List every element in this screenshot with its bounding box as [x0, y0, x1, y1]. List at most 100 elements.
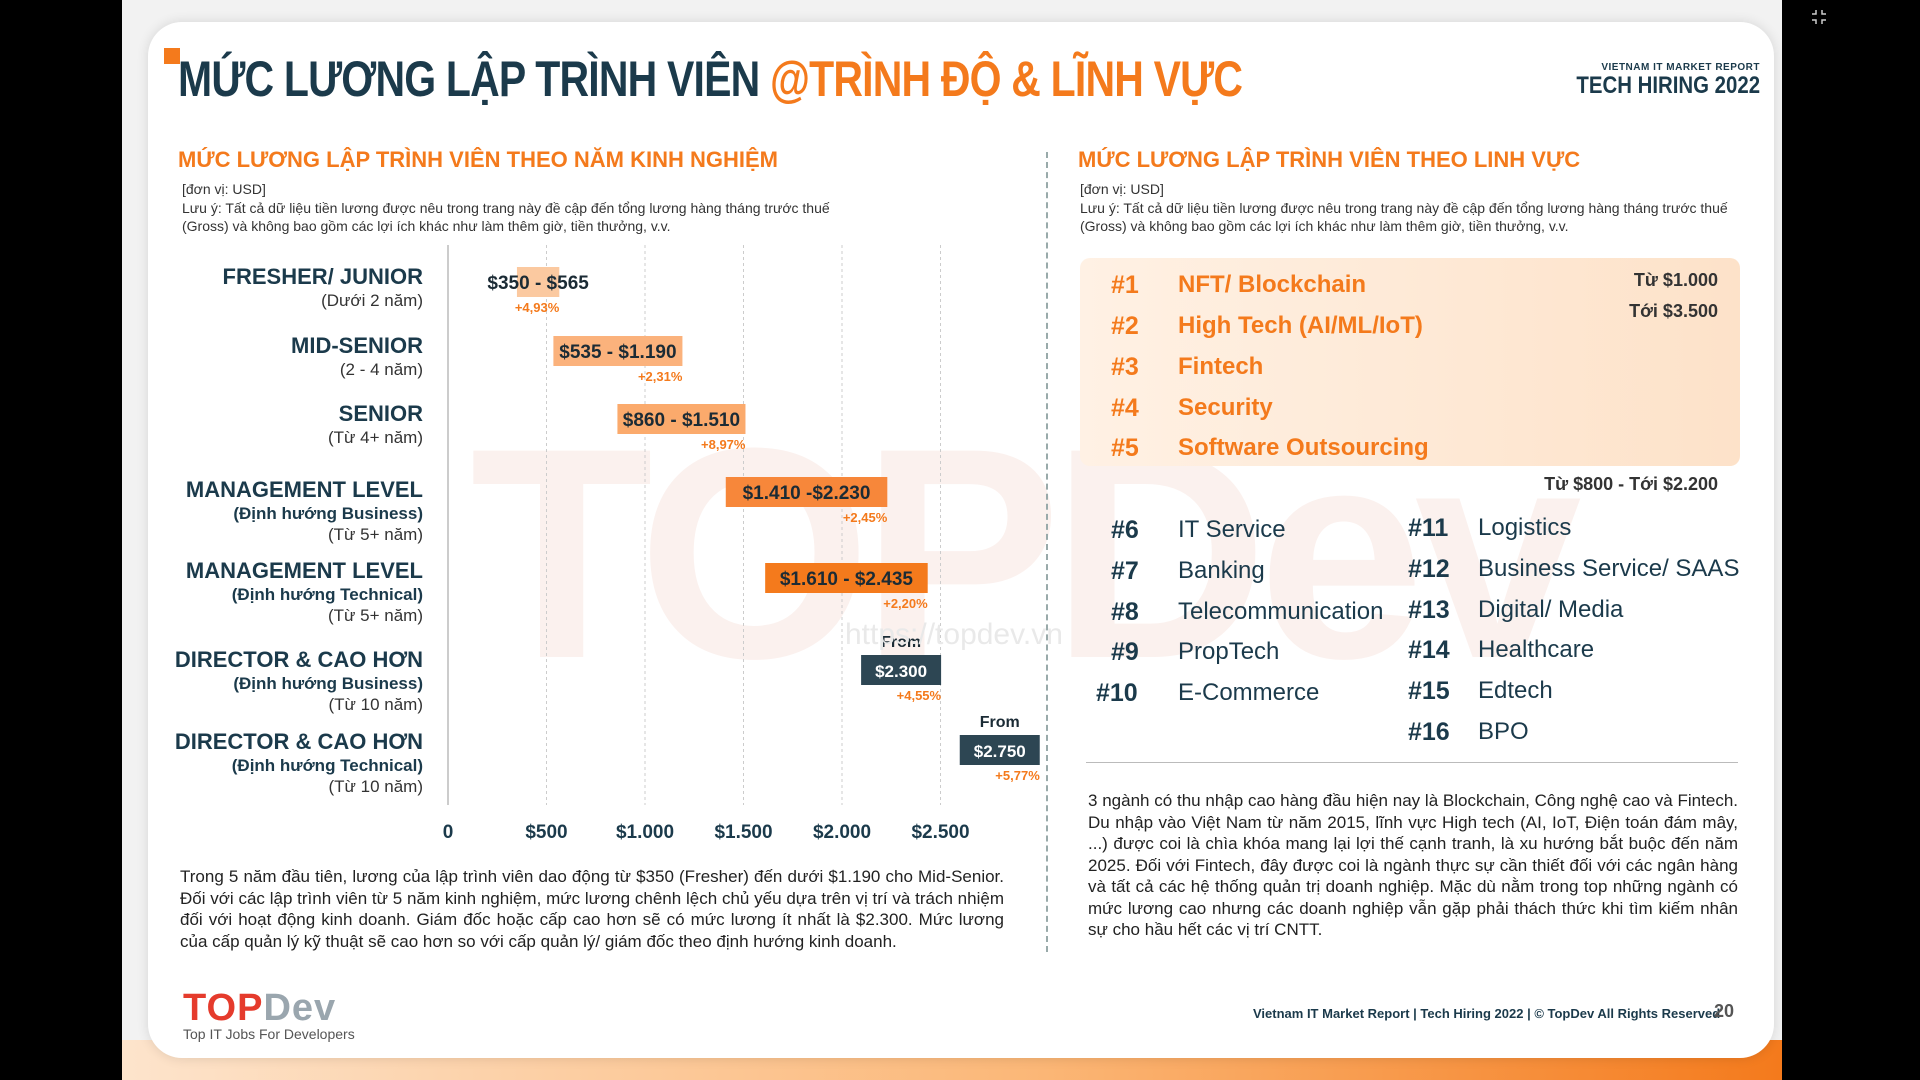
level-orientation: (Định hướng Business) — [233, 674, 423, 693]
level-name: MANAGEMENT LEVEL — [185, 477, 423, 502]
left-black-border — [0, 0, 122, 1080]
field-name: Software Outsourcing — [1178, 434, 1429, 461]
experience-level-label: MANAGEMENT LEVEL (Định hướng Technical) (T… — [186, 558, 423, 626]
level-years: (Từ 5+ năm) — [328, 606, 423, 625]
level-name: DIRECTOR & CAO HƠN — [174, 729, 423, 754]
mid-range: Từ $800 - Tới $2.200 — [1544, 474, 1718, 494]
growth-label: +2,45% — [843, 510, 888, 525]
field-name: Healthcare — [1478, 636, 1595, 663]
level-name: FRESHER/ JUNIOR — [222, 264, 423, 289]
growth-label: +4,55% — [897, 688, 942, 703]
level-years: (Dưới 2 năm) — [321, 291, 423, 310]
bar-value-label: $1.610 - $2.435 — [780, 569, 914, 590]
logo-tagline: Top IT Jobs For Developers — [183, 1026, 355, 1042]
right-black-border — [1782, 0, 1920, 1080]
level-name: SENIOR — [338, 401, 423, 426]
field-name: NFT/ Blockchain — [1178, 271, 1367, 298]
page-number: 20 — [1714, 1001, 1735, 1021]
page-title: MỨC LƯƠNG LẬP TRÌNH VIÊN @TRÌNH ĐỘ & LĨN… — [178, 51, 1243, 107]
experience-level-label: FRESHER/ JUNIOR (Dưới 2 năm) — [223, 264, 423, 311]
x-tick-label: $2.500 — [911, 822, 969, 843]
growth-label: +8,97% — [701, 437, 746, 452]
rank-number: #16 — [1408, 718, 1450, 746]
rank-number: #12 — [1408, 555, 1450, 583]
rank-number: #13 — [1408, 596, 1450, 624]
level-years: (Từ 5+ năm) — [328, 525, 423, 544]
field-name: BPO — [1478, 718, 1529, 745]
bar-value-label: $2.750 — [974, 742, 1026, 761]
bar-value-label: $535 - $1.190 — [559, 342, 676, 363]
rank-number: #14 — [1408, 636, 1450, 664]
field-paragraph: 3 ngành có thu nhập cao hàng đầu hiện na… — [1088, 791, 1738, 939]
field-name: Business Service/ SAAS — [1478, 555, 1740, 582]
field-name: E-Commerce — [1178, 679, 1320, 706]
growth-label: +4,93% — [515, 300, 560, 315]
rank-number: #3 — [1111, 353, 1139, 381]
bar-value-label: $860 - $1.510 — [623, 410, 740, 431]
field-name: High Tech (AI/ML/IoT) — [1178, 312, 1423, 339]
rank-number: #15 — [1408, 677, 1450, 705]
experience-level-label: DIRECTOR & CAO HƠN (Định hướng Technical)… — [175, 729, 423, 797]
experience-paragraph: Trong 5 năm đầu tiên, lương của lập trìn… — [180, 867, 1004, 951]
x-tick-label: $500 — [525, 822, 567, 843]
x-tick-label: 0 — [443, 822, 454, 843]
from-label: From — [980, 714, 1020, 731]
top5-highlight-box — [1080, 258, 1740, 466]
bar-value-label: $350 - $565 — [487, 273, 589, 294]
top-range-to: Tới $3.500 — [1629, 301, 1718, 321]
range-bar — [617, 404, 746, 434]
range-bar — [553, 336, 683, 366]
field-section-title: MỨC LƯƠNG LẬP TRÌNH VIÊN THEO LINH VỰC — [1078, 147, 1581, 172]
experience-section-title: MỨC LƯƠNG LẬP TRÌNH VIÊN THEO NĂM KINH N… — [178, 147, 778, 172]
bar-value-label: $1.410 -$2.230 — [743, 483, 871, 504]
right-unit: [đơn vị: USD] — [1080, 181, 1164, 197]
rank-number: #4 — [1111, 394, 1139, 422]
field-name: Banking — [1178, 557, 1265, 584]
field-name: Telecommunication — [1178, 598, 1384, 625]
report-label: VIETNAM IT MARKET REPORT — [1601, 62, 1760, 73]
field-name: PropTech — [1178, 638, 1280, 665]
level-name: MANAGEMENT LEVEL — [185, 558, 423, 583]
level-name: MID-SENIOR — [291, 333, 423, 358]
level-years: (Từ 10 năm) — [328, 695, 423, 714]
right-note: Lưu ý: Tất cả dữ liệu tiền lương được nê… — [1080, 200, 1728, 234]
x-tick-label: $1.000 — [616, 822, 674, 843]
field-name: Security — [1178, 394, 1273, 421]
rank-number: #5 — [1111, 434, 1139, 462]
field-name: Digital/ Media — [1478, 596, 1624, 623]
growth-label: +2,20% — [883, 596, 928, 611]
experience-level-label: DIRECTOR & CAO HƠN (Định hướng Business) (… — [175, 647, 423, 715]
level-name: DIRECTOR & CAO HƠN — [174, 647, 423, 672]
rank-number: #1 — [1111, 271, 1139, 299]
experience-level-label: MANAGEMENT LEVEL (Định hướng Business) (Từ… — [186, 477, 423, 545]
range-bar — [516, 267, 560, 297]
report-title: TECH HIRING 2022 — [1576, 72, 1760, 99]
level-orientation: (Định hướng Technical) — [231, 585, 423, 604]
range-bar — [725, 477, 888, 507]
rank-number: #10 — [1096, 679, 1138, 707]
x-tick-label: $1.500 — [714, 822, 772, 843]
rank-number: #8 — [1111, 598, 1139, 626]
footer-text: Vietnam IT Market Report | Tech Hiring 2… — [1253, 1006, 1721, 1021]
level-orientation: (Định hướng Business) — [233, 504, 423, 523]
experience-level-label: SENIOR (Từ 4+ năm) — [328, 401, 423, 448]
exit-fullscreen-icon[interactable] — [1810, 8, 1832, 30]
x-tick-label: $2.000 — [813, 822, 871, 843]
rank-number: #2 — [1111, 312, 1139, 340]
rank-number: #9 — [1111, 638, 1139, 666]
level-years: (Từ 4+ năm) — [328, 428, 423, 447]
level-years: (Từ 10 năm) — [328, 777, 423, 796]
level-orientation: (Định hướng Technical) — [231, 756, 423, 775]
bar-value-label: $2.300 — [875, 662, 927, 681]
left-unit: [đơn vị: USD] — [182, 181, 266, 197]
field-name: Edtech — [1478, 677, 1553, 704]
field-name: Logistics — [1478, 514, 1572, 541]
watermark-url: https://topdev.vn — [845, 618, 1063, 651]
growth-label: +2,31% — [638, 369, 683, 384]
left-note: Lưu ý: Tất cả dữ liệu tiền lương được nê… — [182, 200, 830, 234]
growth-label: +5,77% — [995, 768, 1040, 783]
title-accent-mark — [164, 48, 180, 64]
right-separator — [1086, 762, 1738, 763]
range-bar — [861, 655, 942, 685]
rank-number: #6 — [1111, 516, 1139, 544]
